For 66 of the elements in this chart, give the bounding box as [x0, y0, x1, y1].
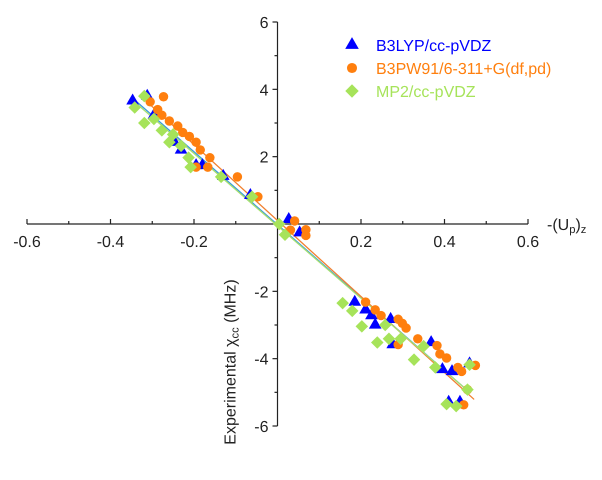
point	[360, 297, 370, 307]
point	[413, 334, 422, 344]
point	[184, 160, 197, 174]
y-tick-label: 6	[260, 15, 269, 32]
point	[164, 116, 174, 126]
point	[346, 304, 359, 318]
point	[182, 151, 195, 164]
point	[272, 218, 286, 230]
x-axis-title: -(U$_{p}$)$_{z}$	[547, 217, 587, 236]
point	[145, 97, 155, 106]
point	[278, 228, 292, 242]
x-tick-label: -0.2	[180, 234, 208, 251]
point	[370, 305, 380, 315]
point	[417, 340, 430, 352]
point	[435, 349, 445, 359]
point	[432, 340, 442, 350]
y-tick-label: -4	[254, 352, 269, 369]
x-tick-label: -0.6	[13, 234, 41, 251]
y-tick-label: 4	[260, 82, 269, 100]
point	[246, 190, 258, 204]
point	[463, 358, 476, 371]
point	[196, 145, 205, 155]
x-tick-label: 0.6	[516, 234, 540, 251]
point	[378, 318, 392, 332]
y-tick-label: -2	[254, 284, 269, 302]
point	[157, 110, 167, 120]
point	[174, 140, 188, 152]
point	[184, 132, 194, 142]
point	[166, 128, 180, 141]
point	[290, 216, 300, 226]
x-tick-label: -0.4	[96, 234, 124, 251]
point	[450, 400, 462, 412]
point	[301, 230, 311, 240]
y-tick-label: -6	[254, 419, 269, 436]
point	[356, 320, 368, 333]
legend-label: B3LYP/cc-pVDZ	[376, 38, 492, 55]
point	[128, 101, 141, 114]
point	[163, 136, 176, 148]
point	[440, 398, 453, 410]
point	[336, 296, 349, 310]
point	[191, 137, 201, 147]
point	[376, 310, 386, 320]
point	[178, 128, 188, 138]
point	[456, 366, 466, 376]
point	[394, 332, 407, 346]
point	[214, 170, 228, 184]
x-tick-label: 0.2	[350, 234, 372, 251]
legend-label: B3PW91/6-311+G(df,pd)	[376, 61, 552, 78]
point	[408, 353, 420, 366]
point	[371, 336, 384, 349]
point	[158, 92, 168, 102]
point	[401, 323, 411, 333]
point	[156, 124, 168, 137]
point	[203, 162, 212, 172]
point	[442, 353, 452, 363]
point	[382, 332, 396, 346]
x-tick-label: 0.4	[433, 234, 456, 251]
point	[172, 121, 182, 131]
point	[205, 152, 215, 162]
point	[232, 172, 242, 182]
y-tick-label: 2	[260, 150, 269, 167]
legend-label: MP2/cc-pVDZ	[376, 84, 476, 101]
point	[138, 90, 151, 102]
point	[138, 116, 151, 130]
point	[148, 112, 160, 126]
point	[429, 361, 442, 374]
